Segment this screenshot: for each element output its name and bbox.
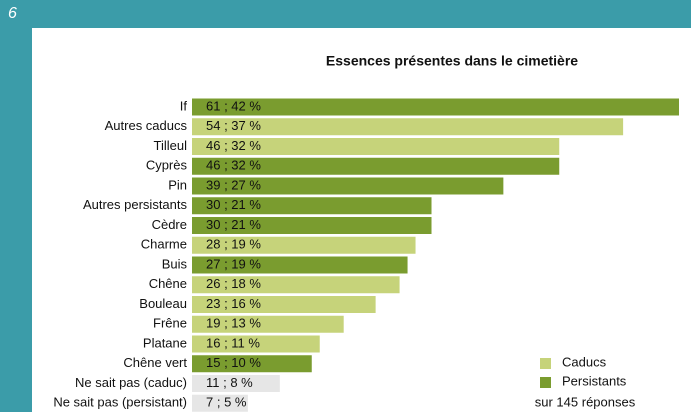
bar	[192, 256, 408, 274]
bar	[192, 335, 320, 353]
chart-title: Essences présentes dans le cimetière	[326, 53, 578, 69]
bar	[192, 98, 679, 116]
value-label: 27 ; 19 %	[206, 256, 261, 271]
legend-label: Persistants	[562, 373, 627, 388]
y-tick-label: Pin	[168, 177, 187, 192]
y-tick-label: Bouleau	[139, 296, 187, 311]
value-label: 7 ; 5 %	[206, 395, 247, 410]
y-tick-label: Chêne	[149, 276, 187, 291]
value-label: 30 ; 21 %	[206, 197, 261, 212]
value-label: 30 ; 21 %	[206, 217, 261, 232]
note: sur 145 réponses	[535, 394, 636, 409]
y-tick-label: Autres persistants	[83, 197, 188, 212]
bar	[192, 118, 624, 136]
value-label: 46 ; 32 %	[206, 138, 261, 153]
value-label: 23 ; 16 %	[206, 296, 261, 311]
bar	[192, 157, 560, 175]
bar	[192, 296, 376, 313]
value-label: 16 ; 11 %	[206, 335, 260, 350]
y-tick-label: Platane	[143, 335, 187, 350]
bar	[192, 177, 504, 195]
value-label: 19 ; 13 %	[206, 316, 261, 331]
legend-label: Caducs	[562, 354, 607, 369]
bar	[192, 217, 432, 234]
value-label: 26 ; 18 %	[206, 276, 261, 291]
bar	[192, 315, 344, 333]
bar	[192, 276, 400, 294]
bar	[192, 355, 312, 373]
value-label: 61 ; 42 %	[206, 98, 261, 113]
y-tick-label: Chêne vert	[123, 355, 187, 370]
y-tick-label: Frêne	[153, 316, 187, 331]
value-label: 28 ; 19 %	[206, 237, 261, 252]
legend-swatch	[540, 358, 551, 369]
bar	[192, 236, 416, 254]
value-label: 46 ; 32 %	[206, 158, 261, 173]
y-tick-label: Autres caducs	[105, 118, 188, 133]
y-tick-label: Buis	[162, 256, 188, 271]
value-label: 11 ; 8 %	[206, 375, 253, 390]
bar	[192, 138, 560, 155]
y-tick-label: Cyprès	[146, 158, 188, 173]
y-tick-label: If	[180, 98, 188, 113]
y-tick-label: Cèdre	[152, 217, 187, 232]
y-tick-label: Ne sait pas (caduc)	[75, 375, 187, 390]
legend-swatch	[540, 377, 551, 388]
bar	[192, 375, 280, 392]
value-label: 54 ; 37 %	[206, 118, 261, 133]
value-label: 15 ; 10 %	[206, 355, 261, 370]
value-label: 39 ; 27 %	[206, 177, 261, 192]
y-tick-label: Tilleul	[154, 138, 188, 153]
y-tick-label: Ne sait pas (persistant)	[53, 395, 187, 410]
y-tick-label: Charme	[141, 237, 187, 252]
bar	[192, 197, 432, 215]
bar	[192, 394, 248, 412]
page-number: 6	[8, 5, 17, 22]
